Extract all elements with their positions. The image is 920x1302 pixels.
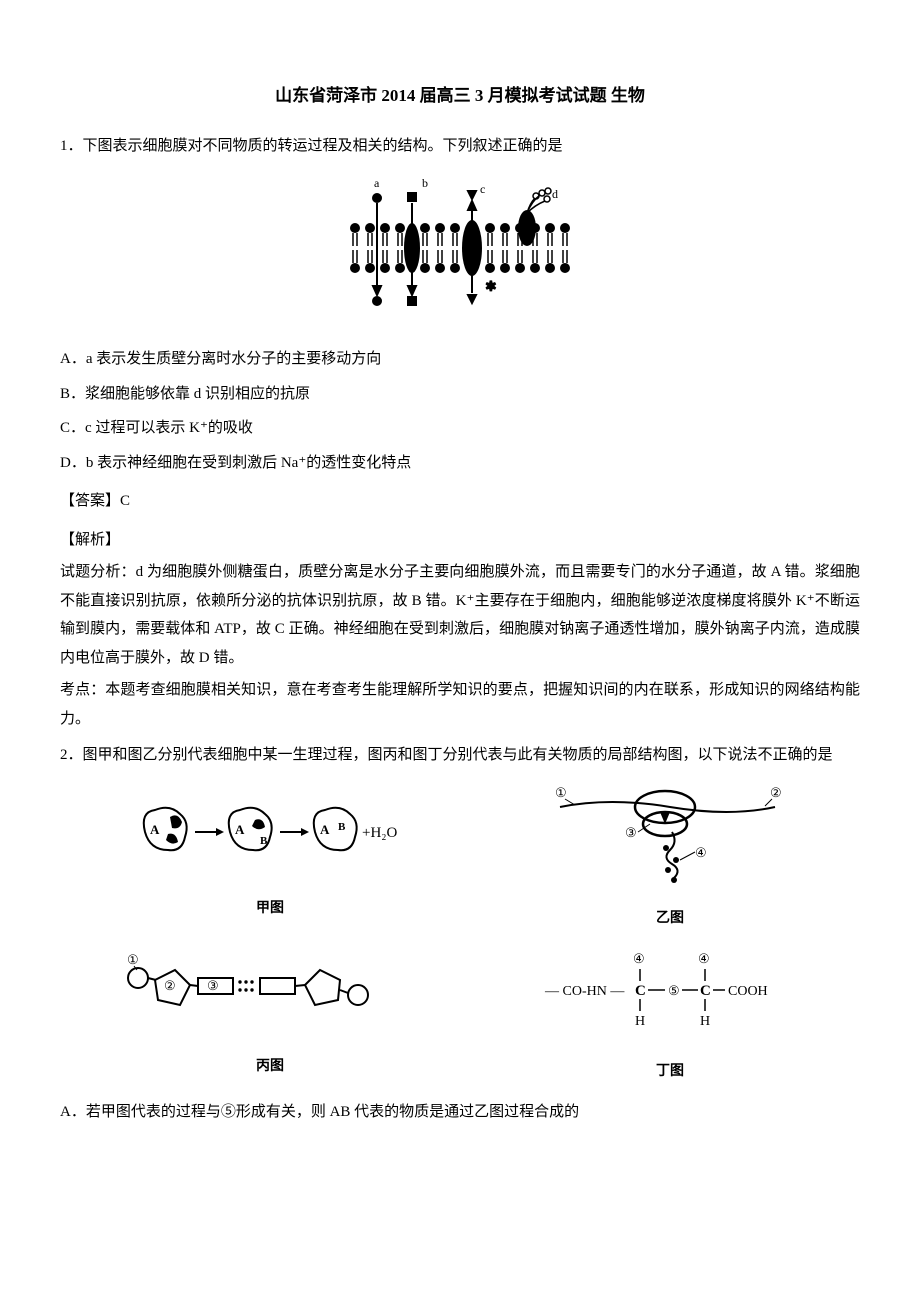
q2-bing-cell: ① ② ③ 丙图	[120, 950, 420, 1081]
jia-h2o: +H₂O	[362, 825, 398, 841]
q1-option-a: A．a 表示发生质壁分离时水分子的主要移动方向	[60, 345, 860, 374]
label-b: b	[422, 176, 428, 190]
q1-kaodian: 考点：本题考查细胞膜相关知识，意在考查考生能理解所学知识的要点，把握知识间的内在…	[60, 676, 860, 733]
svg-text:B: B	[260, 835, 268, 847]
svg-text:A: A	[235, 822, 245, 837]
q2-jia-caption: 甲图	[130, 896, 410, 923]
yi-label-3: ③	[625, 825, 637, 840]
yi-label-4: ④	[695, 845, 707, 860]
q2-figure-row2: ① ② ③ 丙图 — CO-HN — C H ④ ⑤ C H ④	[60, 945, 860, 1086]
q2-stem: 2．图甲和图乙分别代表细胞中某一生理过程，图丙和图丁分别代表与此有关物质的局部结…	[60, 741, 860, 770]
ding-h1: H	[635, 1014, 645, 1029]
q2-yi-caption: 乙图	[550, 906, 790, 933]
svg-text:✶: ✶	[485, 280, 497, 295]
ding-left: — CO-HN —	[544, 984, 625, 999]
bing-label-3: ③	[207, 978, 219, 993]
q2-bing-caption: 丙图	[120, 1054, 420, 1081]
svg-text:A: A	[150, 822, 160, 837]
q1-analysis-body: 试题分析：d 为细胞膜外侧糖蛋白，质壁分离是水分子主要向细胞膜外流，而且需要专门…	[60, 558, 860, 672]
label-d: d	[552, 187, 558, 201]
ding-right: COOH	[728, 984, 768, 999]
ding-label-4a: ④	[633, 951, 645, 966]
svg-text:B: B	[338, 821, 346, 833]
q2-ding-caption: 丁图	[540, 1059, 800, 1086]
q1-analysis-heading: 【解析】	[60, 526, 860, 555]
q1-answer: 【答案】C	[60, 487, 860, 516]
q2-yi-cell: ① ② ③ ④ 乙图	[550, 782, 790, 933]
label-c: c	[480, 182, 485, 196]
svg-text:C: C	[700, 983, 711, 999]
ding-label-5: ⑤	[668, 983, 680, 998]
yi-label-1: ①	[555, 785, 567, 800]
q1-stem: 1．下图表示细胞膜对不同物质的转运过程及相关的结构。下列叙述正确的是	[60, 132, 860, 161]
ding-label-4b: ④	[698, 951, 710, 966]
q1-figure: ✶ a b c d	[60, 173, 860, 334]
q1-option-d: D．b 表示神经细胞在受到刺激后 Na⁺的透性变化特点	[60, 449, 860, 478]
q1-option-b: B．浆细胞能够依靠 d 识别相应的抗原	[60, 380, 860, 409]
bing-label-1: ①	[127, 952, 139, 967]
svg-text:A: A	[320, 822, 330, 837]
q2-jia-cell: A A B A B +H₂O 甲图	[130, 792, 410, 923]
bing-label-2: ②	[164, 978, 176, 993]
svg-text:C: C	[635, 983, 646, 999]
page-title: 山东省菏泽市 2014 届高三 3 月模拟考试试题 生物	[60, 80, 860, 112]
q2-ding-cell: — CO-HN — C H ④ ⑤ C H ④ COOH 丁图	[540, 945, 800, 1086]
q2-option-a: A．若甲图代表的过程与⑤形成有关，则 AB 代表的物质是通过乙图过程合成的	[60, 1098, 860, 1127]
ding-h2: H	[700, 1014, 710, 1029]
q1-option-c: C．c 过程可以表示 K⁺的吸收	[60, 414, 860, 443]
yi-label-2: ②	[770, 785, 782, 800]
label-a: a	[374, 176, 380, 190]
q2-figure-row1: A A B A B +H₂O 甲图	[60, 782, 860, 933]
